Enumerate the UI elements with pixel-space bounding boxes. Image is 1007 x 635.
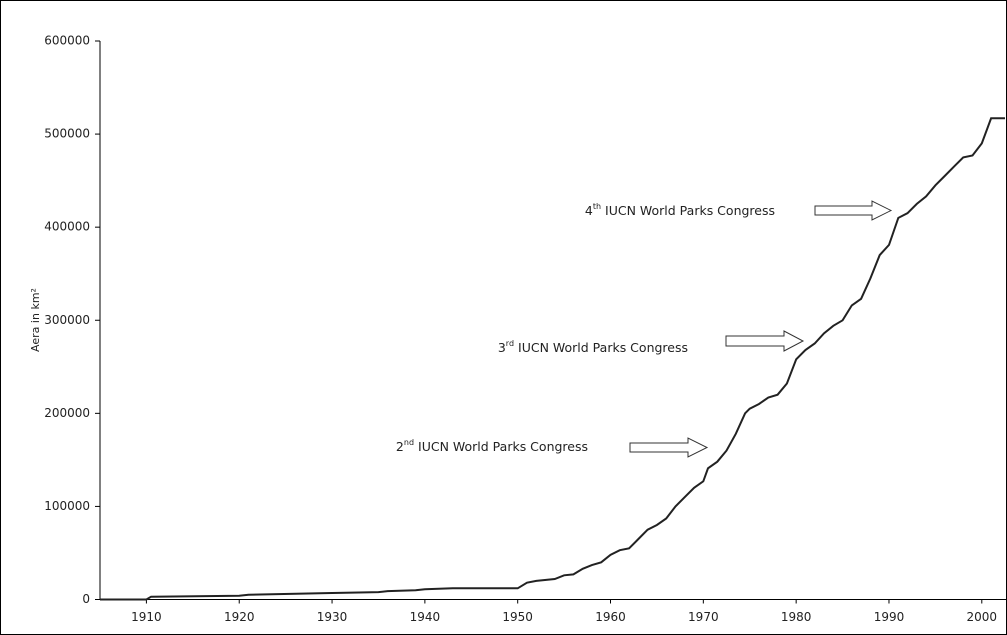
x-tick-label: 1960 [595,610,626,624]
y-tick-label: 300000 [44,313,90,327]
annotation-suffix: nd [404,438,414,447]
y-tick-label: 200000 [44,406,90,420]
annotation-number: 4 [585,203,593,218]
annotation: 3rd IUCN World Parks Congress [498,339,688,355]
x-tick-label: 1920 [224,610,255,624]
y-axis-label: Aera in km² [29,288,42,352]
annotation-text: IUCN World Parks Congress [601,203,775,218]
x-tick-label: 1950 [502,610,533,624]
x-tick-label: 1970 [688,610,719,624]
annotation-number: 3 [498,340,506,355]
annotation-suffix: rd [506,339,514,348]
x-tick-label: 1980 [781,610,812,624]
arrows [629,200,893,458]
y-tick-label: 500000 [44,127,90,141]
arrow [814,200,893,221]
x-tick-label: 1910 [131,610,162,624]
x-tick-label: 1930 [317,610,348,624]
y-tick-label: 600000 [44,34,90,48]
annotation: 4th IUCN World Parks Congress [585,202,775,218]
y-tick-label: 400000 [44,220,90,234]
arrow [629,437,709,458]
annotation-text: IUCN World Parks Congress [514,340,688,355]
x-tick-label: 1990 [874,610,905,624]
annotation: 2nd IUCN World Parks Congress [396,438,588,454]
x-tick-label: 1940 [410,610,441,624]
annotation-number: 2 [396,439,404,454]
y-tick-label: 100000 [44,499,90,513]
annotation-suffix: th [593,202,601,211]
annotation-text: IUCN World Parks Congress [414,439,588,454]
arrow [725,330,805,352]
x-tick-label: 2000 [967,610,998,624]
y-tick-label: 0 [82,592,90,606]
data-line [100,117,1005,601]
